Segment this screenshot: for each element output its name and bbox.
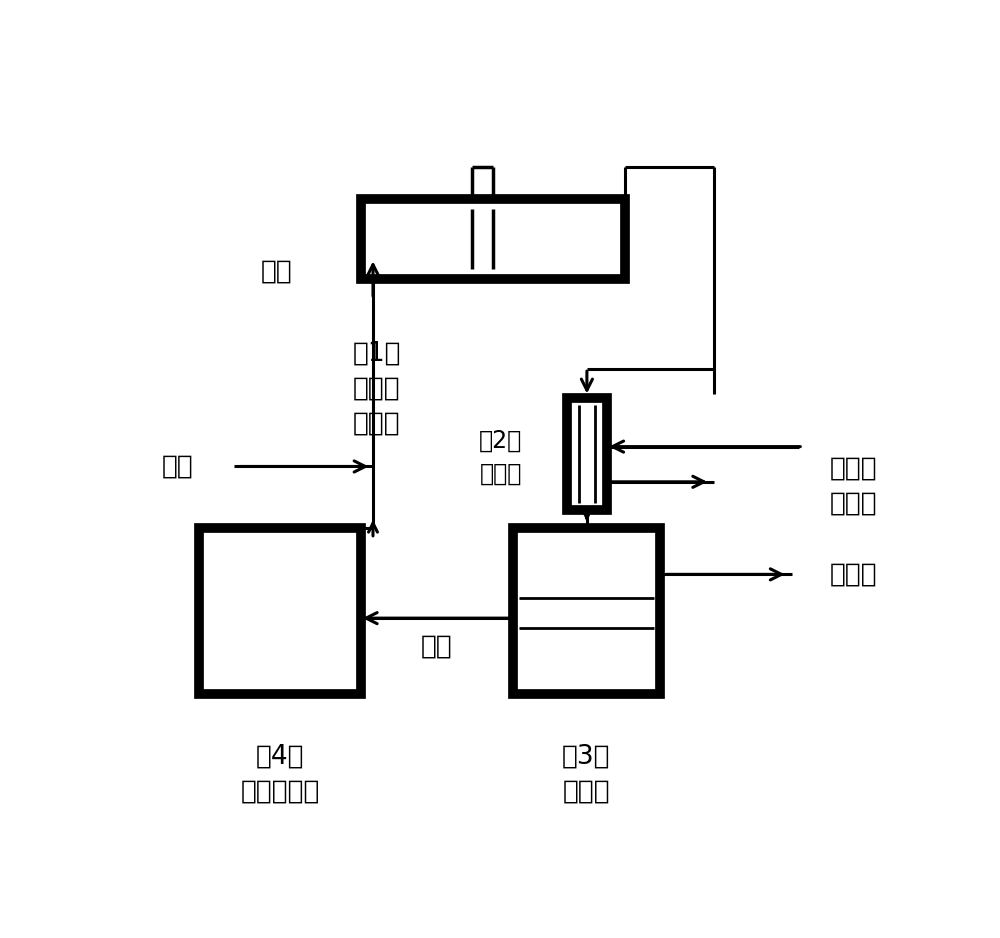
Text: （1）
超重力
反应器: （1） 超重力 反应器 bbox=[353, 340, 401, 436]
Text: 混酸: 混酸 bbox=[260, 259, 292, 284]
Text: （3）
分层器: （3） 分层器 bbox=[562, 743, 610, 804]
Text: （2）
换热器: （2） 换热器 bbox=[479, 430, 522, 486]
Text: 硝酸: 硝酸 bbox=[162, 453, 194, 479]
Bar bbox=[361, 199, 625, 279]
Text: （4）
废酸回收器: （4） 废酸回收器 bbox=[240, 743, 320, 804]
Bar bbox=[512, 528, 660, 694]
Bar bbox=[199, 528, 361, 694]
Text: 粗产品: 粗产品 bbox=[830, 561, 877, 587]
Text: 废酸: 废酸 bbox=[421, 634, 453, 660]
Text: 芳香族
化合物: 芳香族 化合物 bbox=[830, 456, 877, 517]
Bar bbox=[567, 398, 607, 510]
